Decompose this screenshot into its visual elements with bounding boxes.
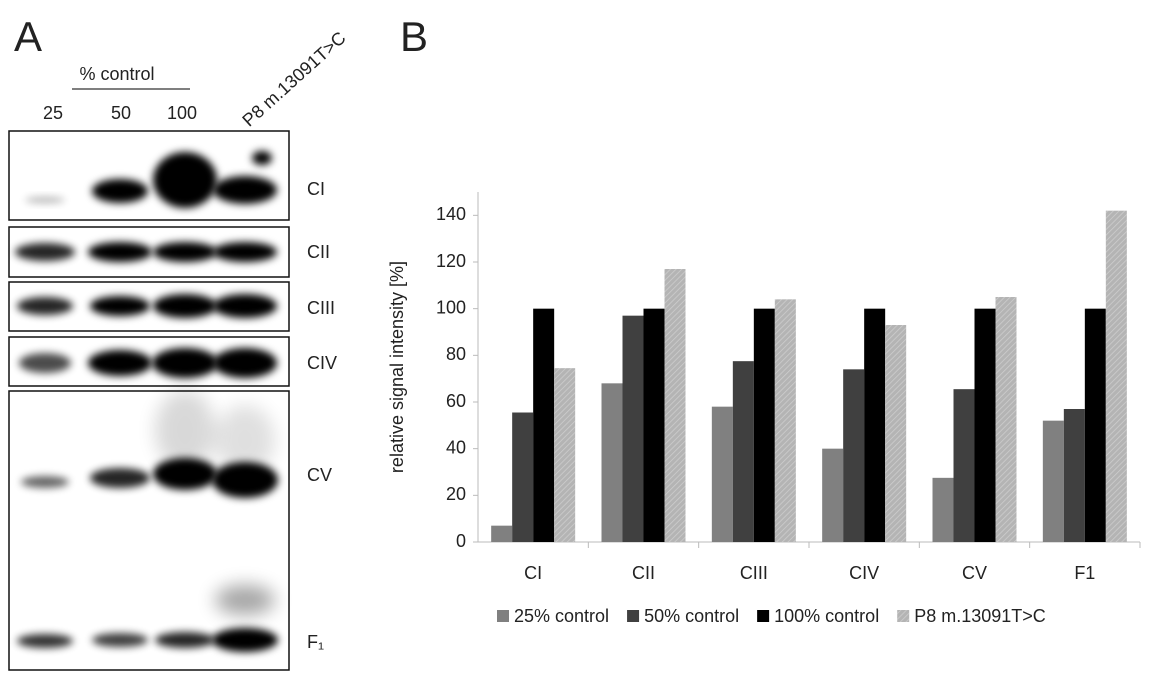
band-label: F₁ xyxy=(307,632,324,652)
bar xyxy=(1085,309,1106,542)
lane-label: P8 m.13091T>C xyxy=(238,28,349,131)
lane-label: 100 xyxy=(167,103,197,123)
y-tick-label: 80 xyxy=(446,344,466,364)
lane-label: 50 xyxy=(111,103,131,123)
bar xyxy=(602,383,623,542)
y-axis-label: relative signal intensity [%] xyxy=(387,261,407,473)
band-label: CIII xyxy=(307,298,335,318)
x-tick-label: CV xyxy=(962,563,987,583)
western-blot: A % control 25 50 100 P8 m.13091T>C xyxy=(9,13,350,670)
x-tick-label: CII xyxy=(632,563,655,583)
y-tick-label: 0 xyxy=(456,531,466,551)
y-tick-label: 120 xyxy=(436,251,466,271)
band-label: CII xyxy=(307,242,330,262)
bar-hatch xyxy=(554,368,575,542)
lane-header: % control xyxy=(79,64,154,84)
bar-hatch xyxy=(775,299,796,542)
bar xyxy=(1064,409,1085,542)
figure: A % control 25 50 100 P8 m.13091T>C xyxy=(0,0,1157,673)
panel-label: A xyxy=(14,13,42,60)
x-tick-label: F1 xyxy=(1074,563,1095,583)
x-tick-label: CIII xyxy=(740,563,768,583)
legend-swatch xyxy=(757,610,769,622)
bar xyxy=(754,309,775,542)
bar xyxy=(843,369,864,542)
y-tick-label: 100 xyxy=(436,297,466,317)
bar xyxy=(644,309,665,542)
bar xyxy=(533,309,554,542)
bar xyxy=(975,309,996,542)
bar xyxy=(954,389,975,542)
lane-label: 25 xyxy=(43,103,63,123)
bar xyxy=(933,478,954,542)
blot-box xyxy=(9,131,289,220)
y-tick-label: 140 xyxy=(436,204,466,224)
band-label: CV xyxy=(307,465,332,485)
legend-swatch xyxy=(627,610,639,622)
y-tick-label: 40 xyxy=(446,437,466,457)
bar-hatch xyxy=(1106,211,1127,542)
legend-swatch-hatch xyxy=(897,610,909,622)
legend-label: 100% control xyxy=(774,606,879,626)
legend-label: 25% control xyxy=(514,606,609,626)
bar-hatch xyxy=(665,269,686,542)
x-tick-label: CIV xyxy=(849,563,879,583)
bar-hatch xyxy=(885,325,906,542)
x-tick-label: CI xyxy=(524,563,542,583)
y-tick-label: 60 xyxy=(446,391,466,411)
bar xyxy=(822,449,843,542)
legend-label: 50% control xyxy=(644,606,739,626)
bar xyxy=(512,413,533,543)
bar xyxy=(623,316,644,542)
band-label: CI xyxy=(307,179,325,199)
bands xyxy=(15,151,278,652)
legend-label: P8 m.13091T>C xyxy=(914,606,1046,626)
bar-hatch xyxy=(996,297,1017,542)
bar xyxy=(712,407,733,542)
bar xyxy=(864,309,885,542)
bar xyxy=(733,361,754,542)
legend-swatch xyxy=(497,610,509,622)
y-tick-label: 20 xyxy=(446,484,466,504)
panel-label: B xyxy=(400,13,428,60)
bar xyxy=(1043,421,1064,542)
bar xyxy=(491,526,512,542)
band-label: CIV xyxy=(307,353,337,373)
